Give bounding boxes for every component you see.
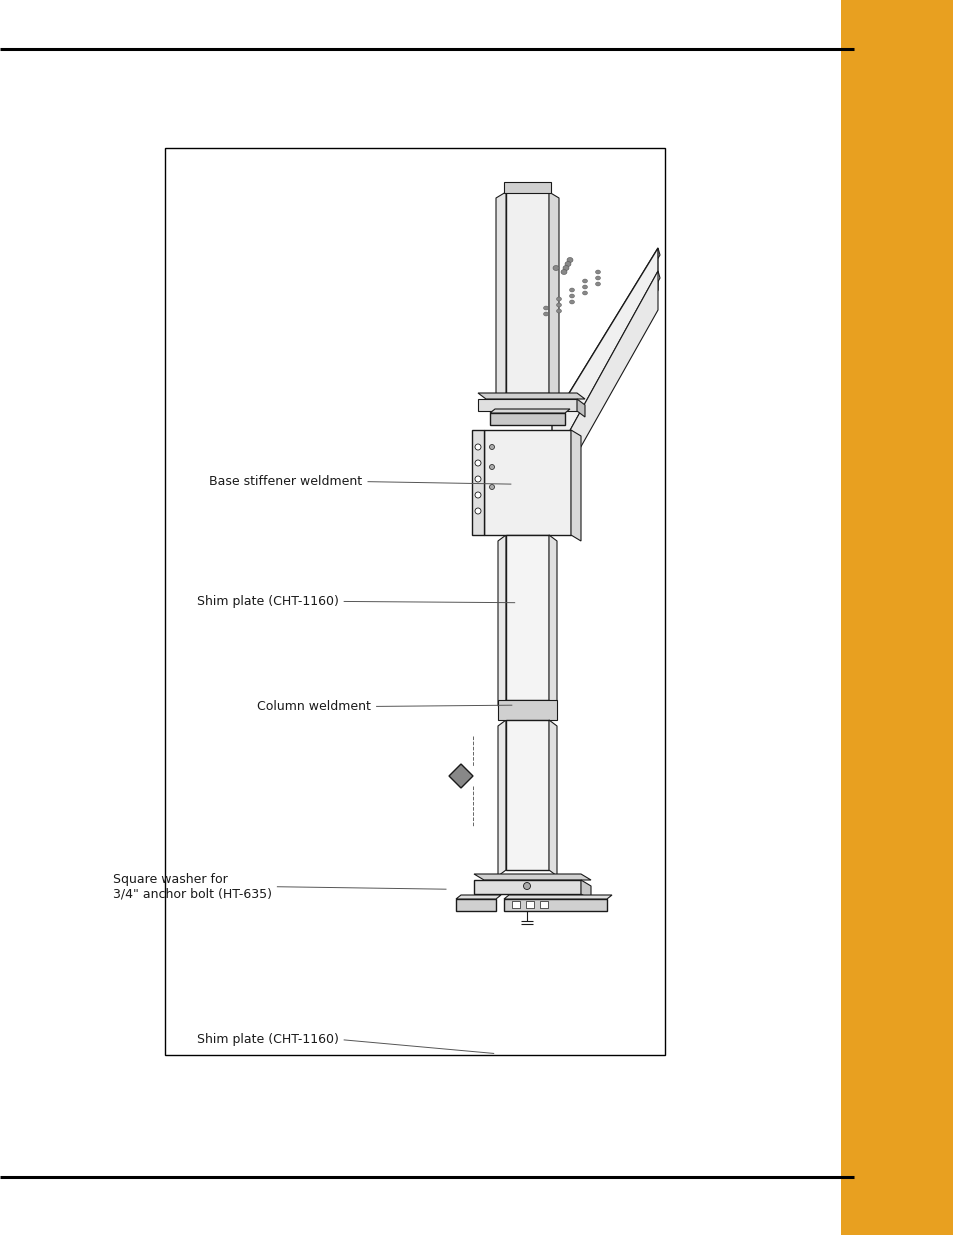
- Ellipse shape: [543, 306, 548, 310]
- Polygon shape: [548, 720, 557, 876]
- Text: Base stiffener weldment: Base stiffener weldment: [209, 475, 362, 488]
- Ellipse shape: [566, 258, 573, 263]
- Ellipse shape: [582, 291, 587, 295]
- Polygon shape: [552, 248, 659, 429]
- Polygon shape: [456, 899, 496, 911]
- Polygon shape: [503, 899, 606, 911]
- Bar: [525, 902, 534, 908]
- Polygon shape: [503, 895, 612, 899]
- Ellipse shape: [475, 475, 480, 482]
- Text: Shim plate (CHT-1160): Shim plate (CHT-1160): [196, 1034, 338, 1046]
- Ellipse shape: [523, 883, 530, 889]
- Ellipse shape: [556, 309, 561, 312]
- Polygon shape: [490, 412, 564, 425]
- Polygon shape: [477, 399, 577, 411]
- Polygon shape: [552, 270, 658, 498]
- Polygon shape: [456, 895, 500, 899]
- Polygon shape: [497, 535, 505, 706]
- Bar: [841, 0, 953, 1235]
- Ellipse shape: [489, 445, 494, 450]
- Polygon shape: [548, 191, 558, 399]
- Polygon shape: [477, 393, 584, 399]
- Ellipse shape: [489, 484, 494, 489]
- Polygon shape: [503, 182, 551, 193]
- Ellipse shape: [475, 508, 480, 514]
- Polygon shape: [552, 270, 659, 471]
- Ellipse shape: [582, 285, 587, 289]
- Polygon shape: [483, 430, 571, 535]
- Ellipse shape: [489, 464, 494, 469]
- Ellipse shape: [595, 270, 599, 274]
- Polygon shape: [472, 430, 483, 535]
- Polygon shape: [505, 535, 548, 700]
- Polygon shape: [548, 535, 557, 706]
- Ellipse shape: [564, 262, 571, 267]
- Polygon shape: [552, 248, 658, 463]
- Bar: [165, 148, 664, 1055]
- Ellipse shape: [556, 296, 561, 301]
- Ellipse shape: [595, 282, 599, 287]
- Polygon shape: [449, 764, 473, 788]
- Bar: [512, 902, 519, 908]
- Ellipse shape: [595, 275, 599, 280]
- Ellipse shape: [556, 303, 561, 308]
- Ellipse shape: [569, 300, 574, 304]
- Ellipse shape: [475, 459, 480, 466]
- Ellipse shape: [475, 445, 480, 450]
- Polygon shape: [580, 881, 590, 900]
- Polygon shape: [577, 399, 584, 417]
- Ellipse shape: [582, 279, 587, 283]
- Polygon shape: [505, 720, 548, 869]
- Polygon shape: [474, 881, 580, 894]
- Polygon shape: [497, 720, 505, 876]
- Ellipse shape: [569, 294, 574, 298]
- Polygon shape: [507, 184, 546, 191]
- Ellipse shape: [543, 312, 548, 316]
- Ellipse shape: [553, 266, 558, 270]
- Polygon shape: [474, 874, 590, 881]
- Text: Column weldment: Column weldment: [257, 700, 371, 713]
- Polygon shape: [497, 700, 557, 720]
- Polygon shape: [496, 191, 505, 399]
- Ellipse shape: [569, 288, 574, 291]
- Text: Square washer for
3/4" anchor bolt (HT-635): Square washer for 3/4" anchor bolt (HT-6…: [112, 873, 272, 900]
- Ellipse shape: [562, 266, 568, 270]
- Polygon shape: [490, 409, 569, 412]
- Ellipse shape: [560, 269, 566, 274]
- Text: Shim plate (CHT-1160): Shim plate (CHT-1160): [196, 595, 338, 608]
- Polygon shape: [505, 191, 548, 393]
- Ellipse shape: [475, 492, 480, 498]
- Polygon shape: [571, 430, 580, 541]
- Bar: [539, 902, 547, 908]
